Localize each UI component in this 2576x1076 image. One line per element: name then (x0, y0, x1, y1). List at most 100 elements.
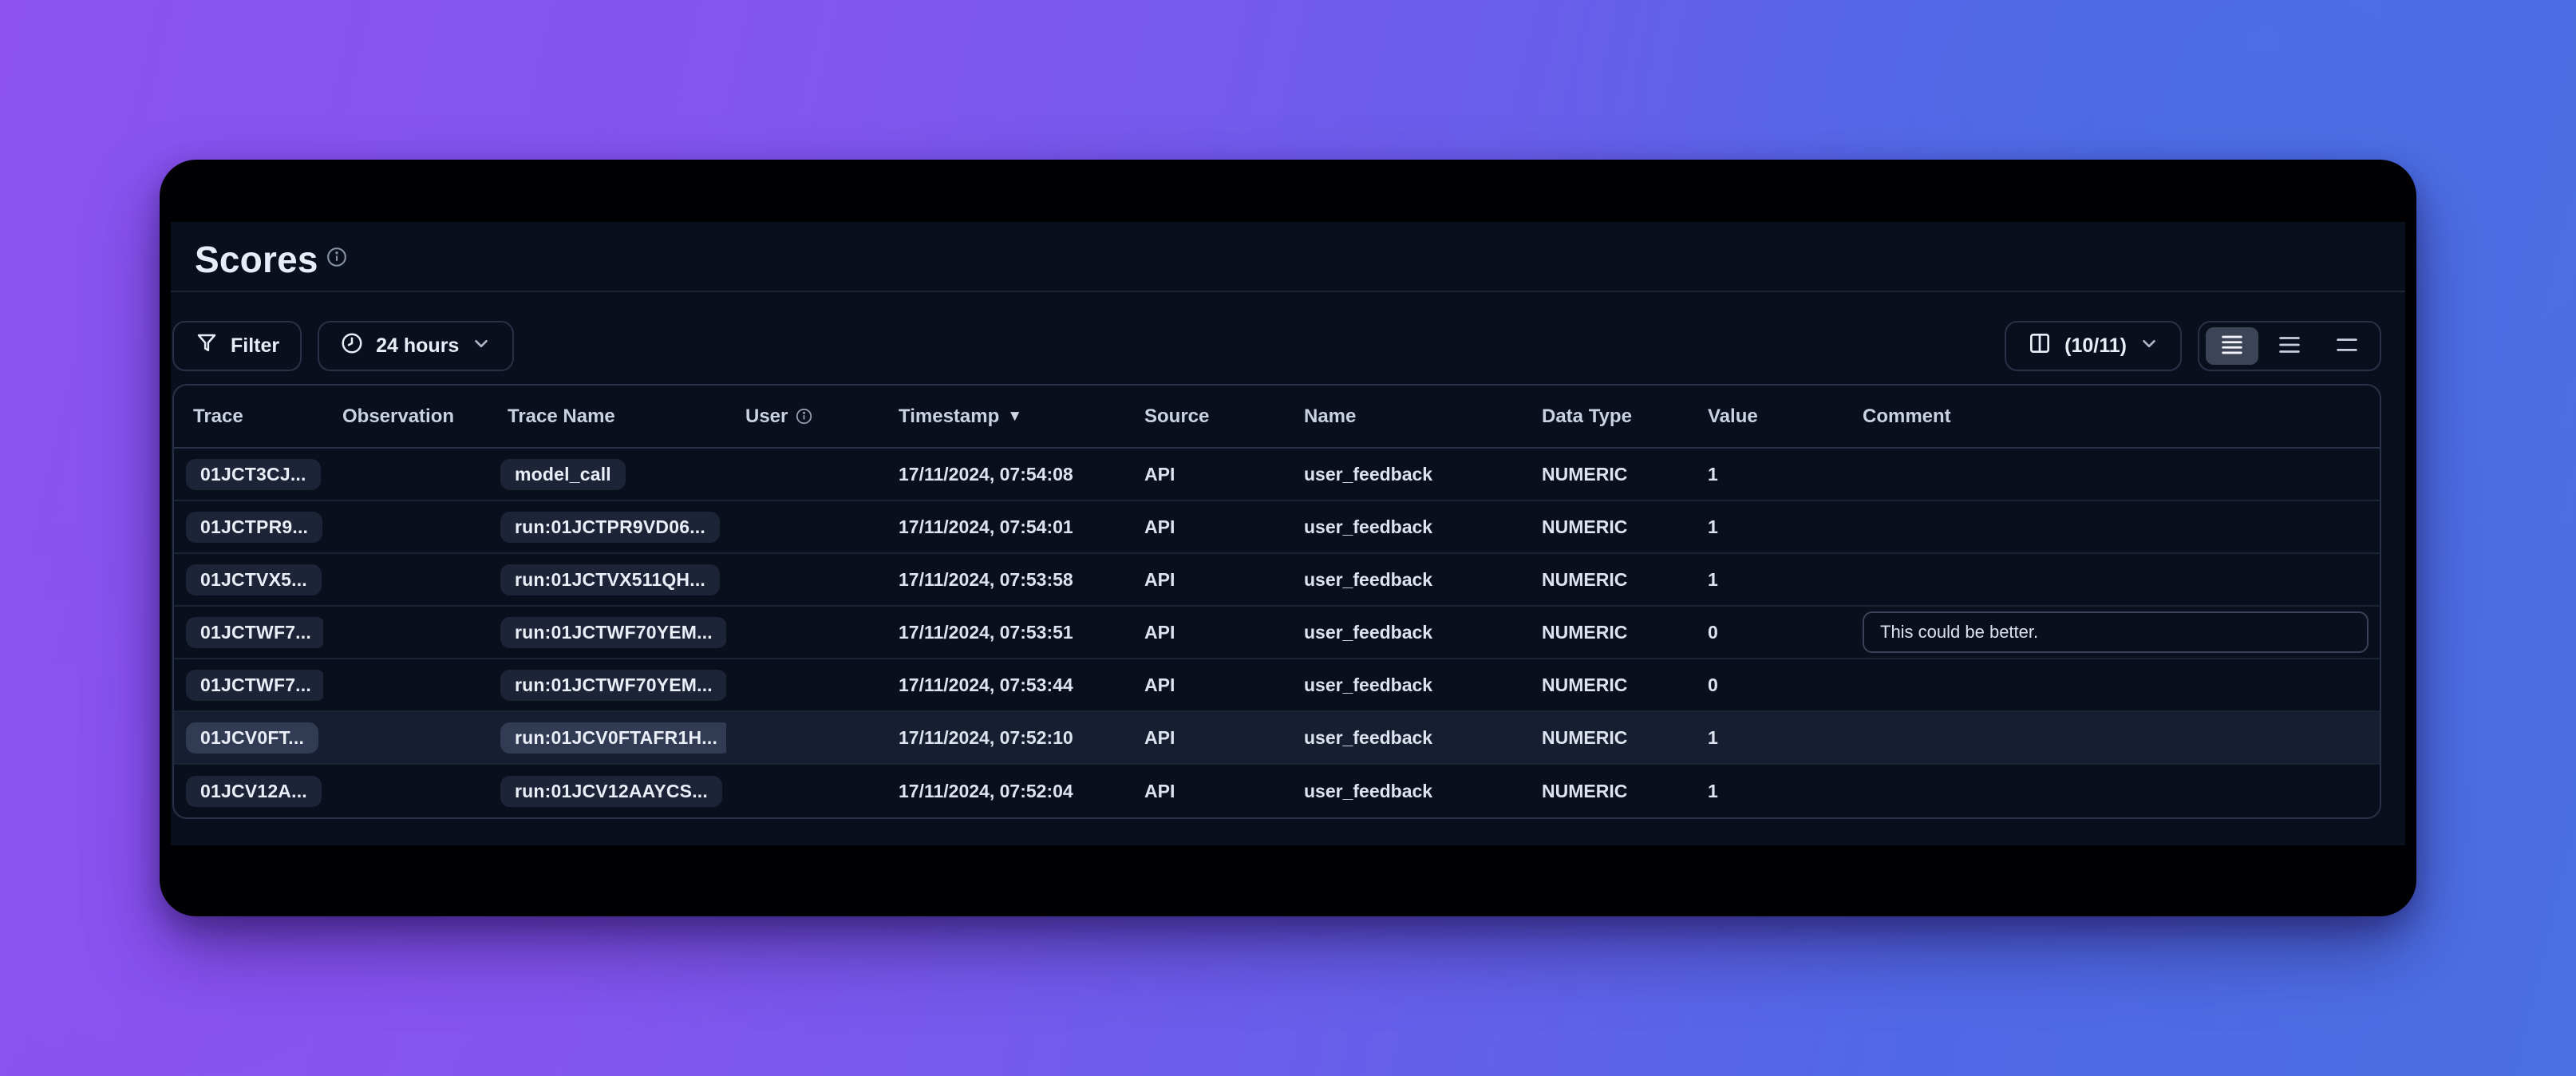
trace-id-badge[interactable]: 01JCTVX5... (186, 564, 322, 595)
filter-button-label: Filter (231, 334, 280, 357)
trace-cell: 01JCV12A... (174, 765, 323, 817)
column-header-timestamp[interactable]: Timestamp ▼ (899, 405, 1023, 427)
scores-table: Trace Observation Trace Name User Timest… (172, 384, 2381, 819)
name-cell: user_feedback (1304, 621, 1433, 643)
user-cell (726, 607, 879, 658)
table-row[interactable]: 01JCTWF7... run:01JCTWF70YEM... 17/11/20… (174, 607, 2380, 659)
trace-name-badge[interactable]: run:01JCV12AAYCS... (500, 775, 722, 807)
comment-cell (1843, 501, 2380, 552)
table-row[interactable]: 01JCV12A... run:01JCV12AAYCS... 17/11/20… (174, 765, 2380, 817)
observation-cell (323, 501, 488, 552)
timestamp-cell: 17/11/2024, 07:53:58 (899, 568, 1073, 590)
column-header-source: Source (1144, 405, 1210, 427)
trace-name-badge[interactable]: model_call (500, 458, 626, 490)
value-cell: 1 (1708, 726, 1718, 748)
time-range-button[interactable]: 24 hours (318, 321, 515, 371)
source-cell: API (1144, 463, 1175, 485)
timestamp-cell: 17/11/2024, 07:54:08 (899, 463, 1073, 485)
trace-id-badge[interactable]: 01JCTPR9... (186, 511, 323, 543)
row-height-medium-button[interactable] (2263, 327, 2316, 365)
value-cell: 1 (1708, 516, 1718, 537)
table-row[interactable]: 01JCTVX5... run:01JCTVX511QH... 17/11/20… (174, 554, 2380, 607)
trace-id-badge[interactable]: 01JCV0FT... (186, 722, 319, 754)
source-cell: API (1144, 674, 1175, 695)
trace-id-badge[interactable]: 01JCTWF7... (186, 669, 323, 701)
table-row-highlighted[interactable]: 01JCV0FT... run:01JCV0FTAFR1H... 17/11/2… (174, 712, 2380, 765)
table-row[interactable]: 01JCTPR9... run:01JCTPR9VD06... 17/11/20… (174, 501, 2380, 554)
data-type-cell: NUMERIC (1542, 674, 1628, 695)
timestamp-cell: 17/11/2024, 07:52:10 (899, 726, 1073, 748)
observation-cell (323, 712, 488, 763)
info-circle-icon[interactable] (796, 408, 812, 425)
column-header-trace: Trace (193, 405, 243, 427)
chevron-down-icon (2139, 333, 2159, 359)
user-cell (726, 712, 879, 763)
trace-id-badge[interactable]: 01JCTWF7... (186, 616, 323, 648)
trace-name-badge[interactable]: run:01JCTWF70YEM... (500, 669, 726, 701)
table-row[interactable]: 01JCT3CJ... model_call 17/11/2024, 07:54… (174, 449, 2380, 501)
trace-cell: 01JCTPR9... (174, 501, 323, 552)
comment-cell (1843, 712, 2380, 763)
sort-desc-icon: ▼ (1007, 407, 1023, 425)
column-visibility-count: (10/11) (2064, 334, 2127, 357)
info-circle-icon[interactable] (326, 233, 347, 276)
name-cell: user_feedback (1304, 674, 1433, 695)
comment-cell: This could be better. (1843, 607, 2380, 658)
value-cell: 0 (1708, 674, 1718, 695)
data-type-cell: NUMERIC (1542, 621, 1628, 643)
table-header-row: Trace Observation Trace Name User Timest… (174, 386, 2380, 449)
name-cell: user_feedback (1304, 726, 1433, 748)
trace-name-badge[interactable]: run:01JCV0FTAFR1H... (500, 722, 726, 754)
comment-box: This could be better. (1863, 611, 2369, 653)
value-cell: 0 (1708, 621, 1718, 643)
timestamp-cell: 17/11/2024, 07:54:01 (899, 516, 1073, 537)
trace-name-cell: model_call (488, 449, 726, 500)
value-cell: 1 (1708, 463, 1718, 485)
source-cell: API (1144, 568, 1175, 590)
observation-cell (323, 765, 488, 817)
trace-name-badge[interactable]: run:01JCTVX511QH... (500, 564, 720, 595)
trace-name-cell: run:01JCTVX511QH... (488, 554, 726, 605)
row-height-large-icon (2333, 331, 2361, 361)
row-height-small-button[interactable] (2206, 327, 2258, 365)
data-type-cell: NUMERIC (1542, 516, 1628, 537)
trace-id-badge[interactable]: 01JCV12A... (186, 775, 322, 807)
name-cell: user_feedback (1304, 516, 1433, 537)
name-cell: user_feedback (1304, 568, 1433, 590)
data-type-cell: NUMERIC (1542, 568, 1628, 590)
observation-cell (323, 659, 488, 710)
data-type-cell: NUMERIC (1542, 780, 1628, 801)
trace-cell: 01JCTWF7... (174, 659, 323, 710)
trace-name-badge[interactable]: run:01JCTPR9VD06... (500, 511, 720, 543)
trace-cell: 01JCTVX5... (174, 554, 323, 605)
comment-cell (1843, 449, 2380, 500)
column-visibility-button[interactable]: (10/11) (2005, 321, 2182, 371)
source-cell: API (1144, 516, 1175, 537)
user-cell (726, 501, 879, 552)
trace-name-cell: run:01JCV0FTAFR1H... (488, 712, 726, 763)
trace-id-badge[interactable]: 01JCT3CJ... (186, 458, 321, 490)
filter-button[interactable]: Filter (172, 321, 302, 371)
scores-page: Scores Filter (171, 222, 2405, 845)
table-row[interactable]: 01JCTWF7... run:01JCTWF70YEM... 17/11/20… (174, 659, 2380, 712)
trace-cell: 01JCV0FT... (174, 712, 323, 763)
trace-name-badge[interactable]: run:01JCTWF70YEM... (500, 616, 726, 648)
trace-name-cell: run:01JCV12AAYCS... (488, 765, 726, 817)
row-height-large-button[interactable] (2321, 327, 2373, 365)
trace-name-cell: run:01JCTPR9VD06... (488, 501, 726, 552)
user-cell (726, 449, 879, 500)
toolbar: Filter 24 hours (172, 321, 2381, 371)
app-window: Scores Filter (160, 160, 2416, 916)
user-cell (726, 659, 879, 710)
comment-cell (1843, 765, 2380, 817)
timestamp-cell: 17/11/2024, 07:52:04 (899, 780, 1073, 801)
observation-cell (323, 607, 488, 658)
page-title: Scores (195, 238, 347, 281)
page-header: Scores (171, 222, 2405, 292)
source-cell: API (1144, 780, 1175, 801)
row-height-toggle (2198, 321, 2381, 371)
funnel-icon (195, 331, 219, 361)
comment-cell (1843, 554, 2380, 605)
columns-icon (2027, 330, 2053, 362)
